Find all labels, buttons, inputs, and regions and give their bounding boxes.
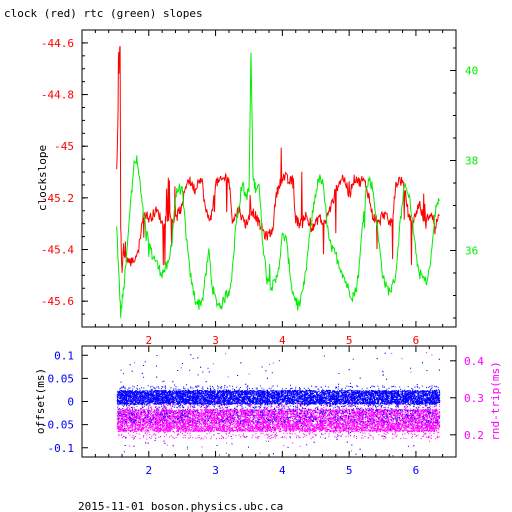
rtc-series [116, 52, 440, 318]
bottom-x-tick-label: 3 [212, 464, 219, 477]
bottom-left-tick-label: 0.1 [54, 349, 74, 362]
bottom-right-tick-label: 0.4 [464, 355, 484, 368]
top-right-tick-label: 40 [465, 65, 478, 78]
top-left-tick-label: -45.6 [41, 295, 74, 308]
bottom-left-tick-label: -0.1 [48, 442, 75, 455]
top-panel: 2 3 4 5 6-44.6-44.8-45-45.2-45.4-45.6363840 … [36, 29, 478, 347]
bottom-x-tick-label: 2 [145, 464, 152, 477]
top-axes: 2 3 4 5 6 -44.6 -44.8 -45 -45.2 -45.4 -45.6 36 38 40 [41, 29, 478, 347]
chart-title: clock (red) rtc (green) slopes [4, 7, 203, 20]
top-x-tick-label: 3 [212, 334, 219, 347]
top-x-tick-label: 4 [279, 334, 286, 347]
top-x-tick-label: 2 [145, 334, 152, 347]
bottom-x-tick-label: 6 [413, 464, 420, 477]
top-right-tick-label: 36 [465, 245, 478, 258]
clock-series [116, 46, 440, 273]
offset-series [116, 352, 441, 458]
top-left-tick-label: -45.2 [41, 192, 74, 205]
bottom-left-tick-label: -0.05 [41, 419, 74, 432]
bottom-left-tick-label: 0.05 [48, 372, 75, 385]
bottom-x-tick-label: 4 [279, 464, 286, 477]
top-x-tick-label: 5 [346, 334, 353, 347]
top-x-tick-label: 6 [413, 334, 420, 347]
bottom-panel: 2 3 4 5 6 0.1 0.05 0 -0.05 -0.1 0.4 0.3 0.2 offset(m… [34, 345, 502, 477]
bottom-left-tick-label: 0 [67, 396, 74, 409]
bottom-right-axis-label: rnd-trip(ms) [489, 361, 502, 440]
bottom-right-tick-label: 0.3 [464, 392, 484, 405]
offset-points [116, 352, 441, 458]
top-right-tick-label: 38 [465, 155, 478, 168]
top-left-axis-label: clockslope [36, 145, 49, 211]
top-left-tick-label: -45.4 [41, 244, 74, 257]
bottom-left-axis-label: offset(ms) [34, 368, 47, 434]
bottom-x-tick-label: 5 [346, 464, 353, 477]
bottom-right-tick-label: 0.2 [464, 429, 484, 442]
clock-line [116, 46, 440, 273]
top-left-tick-label: -44.6 [41, 37, 74, 50]
top-left-tick-label: -45 [54, 140, 74, 153]
top-left-tick-label: -44.8 [41, 89, 74, 102]
bottom-axes: 2 3 4 5 6 0.1 0.05 0 -0.05 -0.1 0.4 0.3 0.2 [41, 346, 484, 477]
rtc-line [116, 52, 440, 318]
footer-label: 2015-11-01 boson.physics.ubc.ca [78, 500, 283, 512]
